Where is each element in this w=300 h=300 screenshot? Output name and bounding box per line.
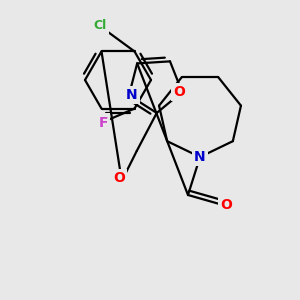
Text: O: O — [220, 198, 232, 212]
Text: N: N — [194, 150, 206, 164]
Text: O: O — [173, 85, 185, 99]
Text: O: O — [113, 171, 125, 185]
Text: F: F — [99, 116, 108, 130]
Text: Cl: Cl — [94, 19, 107, 32]
Text: N: N — [126, 88, 138, 102]
